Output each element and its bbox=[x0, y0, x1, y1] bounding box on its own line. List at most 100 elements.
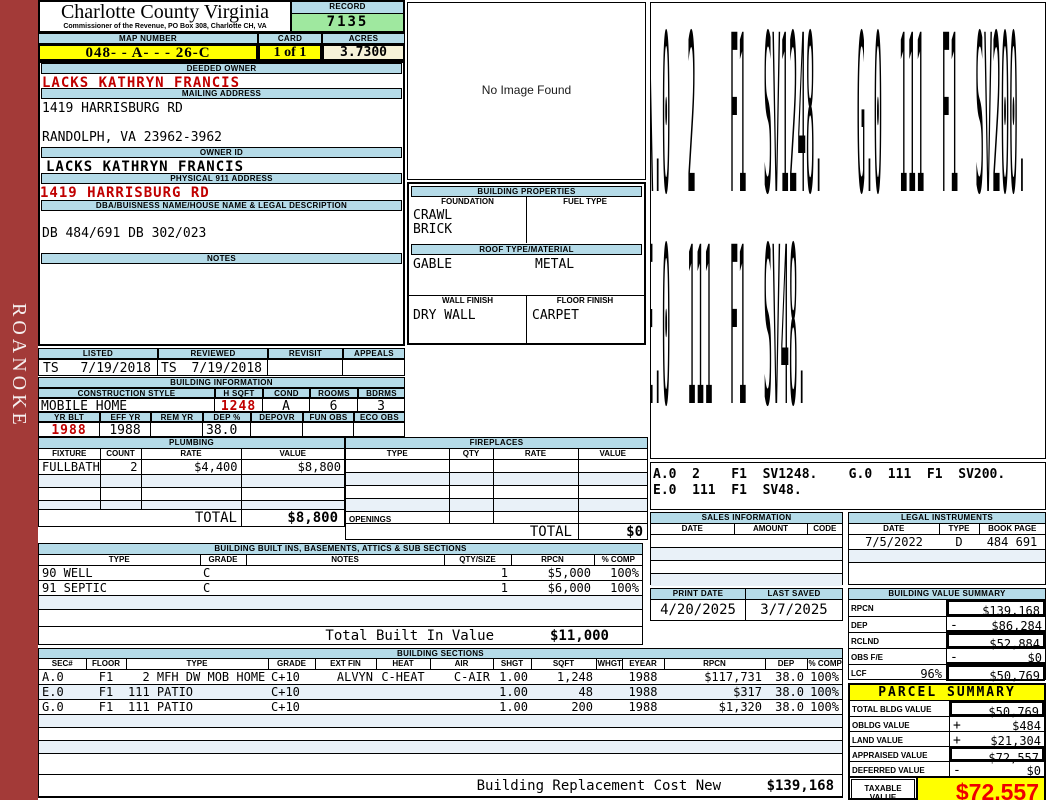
openings-label: OPENINGS bbox=[349, 515, 392, 524]
record-box: RECORD 7135 bbox=[290, 0, 405, 33]
dba-label: DBA/BUISNESS NAME/HOUSE NAME & LEGAL DES… bbox=[41, 200, 402, 211]
parcel-summary-title: PARCEL SUMMARY bbox=[850, 685, 1044, 701]
parcel-row-deferred: DEFERRED VALUE - $0 bbox=[850, 761, 1044, 778]
empty-row bbox=[651, 572, 842, 586]
empty-row bbox=[39, 752, 842, 766]
empty-row bbox=[849, 561, 1045, 575]
parcel-row-taxable: TAXABLE VALUE $72,557 bbox=[850, 776, 1044, 800]
empty-row bbox=[651, 533, 842, 547]
mailing-address-label: MAILING ADDRESS bbox=[41, 88, 402, 99]
parcel-row-obldg: OBLDG VALUE + $484 bbox=[850, 716, 1044, 733]
funobs-value bbox=[303, 422, 354, 437]
sketch-legend-line-2: E.0 111 F1 SV48. bbox=[653, 483, 802, 498]
fireplaces-total-row: TOTAL $0 bbox=[346, 523, 647, 540]
print-date-value: 4/20/2025 bbox=[651, 600, 746, 620]
fireplaces-title: FIREPLACES bbox=[346, 438, 647, 449]
roof-label: ROOF TYPE/MATERIAL bbox=[411, 244, 642, 255]
review-values-row: TS 7/19/2018 TS 7/19/2018 bbox=[38, 359, 405, 376]
revisit-label: REVISIT bbox=[268, 348, 343, 359]
parcel-row-land: LAND VALUE + $21,304 bbox=[850, 731, 1044, 748]
empty-row bbox=[346, 458, 647, 472]
sketch-legend-line-1: A.0 2 F1 SV1248. G.0 111 F1 SV200. bbox=[653, 467, 1006, 482]
acres-label: ACRES bbox=[322, 33, 405, 44]
fireplaces-total-label: TOTAL bbox=[529, 523, 572, 540]
effyr-label: EFF YR bbox=[100, 412, 151, 422]
sketch-legend: A.0 2 F1 SV1248. G.0 111 F1 SV200. E.0 1… bbox=[650, 462, 1046, 510]
foundation-label: FOUNDATION bbox=[441, 197, 494, 206]
ecoobs-value bbox=[354, 422, 405, 437]
empty-row bbox=[39, 713, 842, 727]
mailing-address-line1: 1419 HARRISBURG RD bbox=[42, 101, 183, 116]
physical-address-value: 1419 HARRISBURG RD bbox=[40, 185, 210, 201]
built-ins-table: BUILDING BUILT INS, BASEMENTS, ATTICS & … bbox=[38, 543, 643, 645]
mailing-address-line2: RANDOLPH, VA 23962-3962 bbox=[42, 130, 223, 145]
empty-row bbox=[39, 486, 344, 500]
card-label: CARD bbox=[258, 33, 322, 44]
physical-address-label: PHYSICAL 911 ADDRESS bbox=[41, 173, 402, 184]
table-row: 91 SEPTIC C 1 $6,000 100% bbox=[39, 579, 642, 595]
sketch-panel: A.0 2 F1 SV1248. G.0 111 F1 SV200. E.0 1… bbox=[650, 2, 1046, 459]
deeded-owner-label: DEEDED OWNER bbox=[41, 63, 402, 74]
sketch-stretched-line-2: E.0 111 F1 SV48. bbox=[650, 200, 806, 455]
building-sections-header-row: SEC# FLOOR TYPE GRADE EXT FIN HEAT AIR SHGT … bbox=[51, 659, 842, 669]
parcel-row-appraised: APPRAISED VALUE $72,557 bbox=[850, 746, 1044, 765]
listed-value: TS 7/19/2018 bbox=[38, 359, 158, 376]
wall-finish-label: WALL FINISH bbox=[442, 296, 493, 305]
map-number-label: MAP NUMBER bbox=[38, 33, 258, 44]
roof-material-value: METAL bbox=[535, 257, 575, 272]
plumbing-total-label: TOTAL bbox=[194, 510, 237, 526]
depovr-label: DEPOVR bbox=[251, 412, 303, 422]
owner-block-border bbox=[38, 61, 405, 346]
legal-instruments-title: LEGAL INSTRUMENTS bbox=[849, 513, 1045, 524]
card-value: 1 of 1 bbox=[258, 44, 322, 61]
empty-row bbox=[39, 726, 842, 740]
building-sections-table: BUILDING SECTIONS SEC# FLOOR TYPE GRADE EX… bbox=[38, 648, 843, 798]
last-saved-value: 3/7/2025 bbox=[760, 602, 828, 618]
dep-label: DEP % bbox=[203, 412, 251, 422]
legal-header-row: DATE TYPE BOOK PAGE bbox=[849, 524, 1045, 534]
reviewed-value: TS 7/19/2018 bbox=[158, 359, 268, 376]
table-row: E.0 F1 111 PATIO C+10 1.00 48 1988 $317 38.… bbox=[39, 683, 842, 699]
remyr-label: REM YR bbox=[151, 412, 203, 422]
built-ins-total-value: $11,000 bbox=[549, 627, 609, 644]
summary-row-dep: DEP - $86,284 bbox=[849, 616, 1045, 633]
notes-label: NOTES bbox=[41, 253, 402, 264]
empty-row bbox=[346, 484, 647, 498]
wall-finish-value: DRY WALL bbox=[413, 308, 476, 323]
table-row: A.0 F1 2 MFH DW MOB HOME C+10 ALVYN C-HEAT … bbox=[39, 668, 842, 684]
last-saved-label: LAST SAVED bbox=[746, 589, 842, 600]
plumbing-total-value: $8,800 bbox=[241, 510, 344, 526]
summary-row-rpcn: RPCN $139,168 bbox=[849, 600, 1045, 618]
foundation-value-1: CRAWL bbox=[413, 208, 453, 223]
table-row: FULLBATH 2 $4,400 $8,800 bbox=[39, 458, 344, 474]
fuel-type-label: FUEL TYPE bbox=[563, 197, 607, 206]
sales-information-title: SALES INFORMATION bbox=[651, 513, 842, 524]
revisit-value bbox=[268, 359, 343, 376]
appeals-value bbox=[343, 359, 405, 376]
yrblt-value: 1988 bbox=[38, 422, 100, 437]
hsqft-value: 1248 bbox=[215, 398, 263, 412]
county-header: Charlotte County Virginia Commissioner o… bbox=[38, 0, 291, 33]
summary-row-obs: OBS F/E - $0 bbox=[849, 648, 1045, 665]
plumbing-total-row: TOTAL $8,800 bbox=[39, 509, 344, 526]
construction-style-value: MOBILE HOME bbox=[38, 398, 215, 412]
sales-header-row: DATE AMOUNT CODE bbox=[651, 524, 842, 534]
built-ins-header-row: TYPE GRADE NOTES QTY/SIZE RPCN% COMP bbox=[39, 555, 642, 565]
empty-row bbox=[849, 548, 1045, 562]
plumbing-table: PLUMBING FIXTURE COUNT RATE VALUE FULLBATH… bbox=[38, 437, 345, 527]
commissioner-line: Commissioner of the Revenue, PO Box 308,… bbox=[63, 23, 267, 30]
record-value: 7135 bbox=[292, 14, 403, 31]
depovr-value bbox=[251, 422, 303, 437]
rooms-label: ROOMS bbox=[310, 388, 358, 398]
table-row: G.0 F1 111 PATIO C+10 1.00 200 1988 $1,320 … bbox=[39, 698, 842, 714]
no-image-placeholder: No Image Found bbox=[481, 83, 572, 97]
acres-value: 3.7300 bbox=[322, 44, 405, 61]
listed-label: LISTED bbox=[38, 348, 158, 359]
built-ins-title: BUILDING BUILT INS, BASEMENTS, ATTICS & … bbox=[39, 544, 642, 555]
hsqft-label: H SQFT bbox=[215, 388, 263, 398]
fireplaces-total-value: $0 bbox=[578, 523, 647, 540]
taxable-value-label: TAXABLE VALUE bbox=[851, 779, 915, 800]
empty-row bbox=[39, 739, 842, 753]
built-ins-total-label: Total Built In Value bbox=[325, 627, 494, 644]
table-row: 90 WELL C 1 $5,000 100% bbox=[39, 564, 642, 580]
